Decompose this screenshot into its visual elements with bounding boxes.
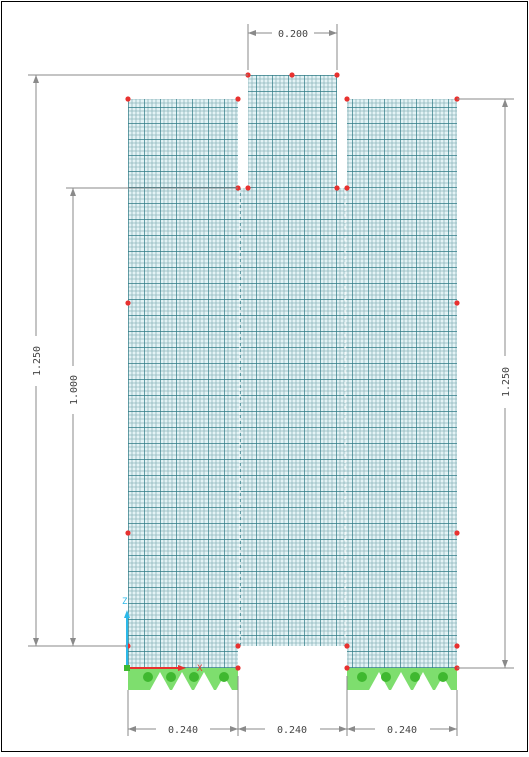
node-points (125, 72, 460, 671)
z-axis-label: Z (122, 597, 128, 607)
axis-origin (124, 665, 130, 671)
dimension-arrows (33, 30, 508, 732)
dim-top-width: 0.200 (278, 29, 308, 40)
dimension-lines (28, 24, 514, 736)
x-axis-label: X (197, 664, 203, 674)
left-support-notches (150, 672, 232, 690)
right-panel-mesh[interactable] (347, 99, 457, 668)
dim-bottom-left-width: 0.240 (168, 725, 198, 736)
left-connector-mesh (238, 188, 248, 646)
dim-left-height-inner: 1.000 (69, 375, 80, 405)
mesh-panels (128, 75, 457, 668)
support-nodes (143, 672, 448, 682)
x-axis-arrow (178, 665, 186, 671)
dim-right-height: 1.250 (501, 367, 512, 397)
center-panel-mesh[interactable] (248, 75, 337, 646)
dim-bottom-mid-width: 0.240 (277, 725, 307, 736)
dim-left-height-outer: 1.250 (32, 346, 43, 376)
supports (128, 668, 457, 690)
right-support-notches (369, 672, 451, 690)
z-axis-arrow (124, 610, 130, 618)
axis-triad: Z X (122, 597, 203, 674)
dim-bottom-right-width: 0.240 (387, 725, 417, 736)
right-connector-mesh (337, 188, 347, 646)
left-panel-mesh[interactable] (128, 99, 238, 668)
